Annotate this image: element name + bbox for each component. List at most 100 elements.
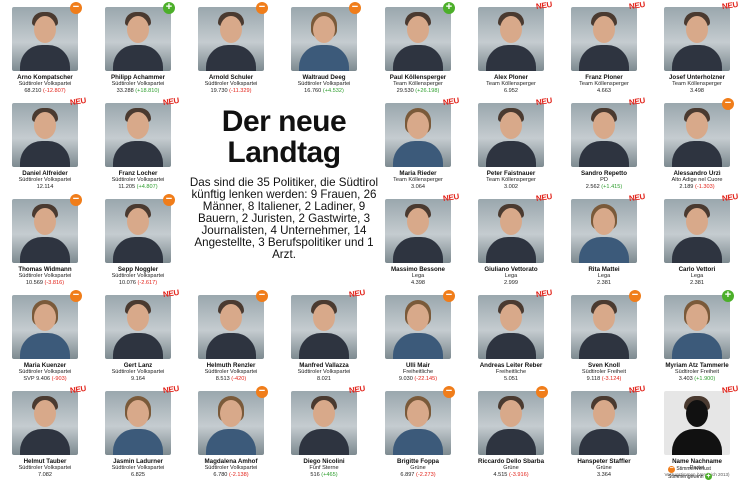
member-photo [664, 103, 730, 167]
member-photo [291, 7, 357, 71]
member-party: Südtiroler Volkspartei [18, 177, 72, 183]
member-party: Südtiroler Volkspartei [204, 369, 258, 375]
member-votes: 3.064 [411, 183, 425, 190]
member-name: Hanspeter Staffler [577, 458, 631, 465]
member-photo [385, 391, 451, 455]
member-photo [198, 7, 264, 71]
new-member-badge: NEU [535, 0, 553, 12]
member-party: Südtiroler Volkspartei [18, 465, 72, 471]
plus-circle-icon: + [443, 2, 455, 14]
member-votes: 68.210 (-12.807) [24, 87, 66, 94]
member-party: Grüne [503, 465, 519, 471]
minus-circle-icon: − [443, 386, 455, 398]
member-photo [12, 7, 78, 71]
member-votes: 7.082 [38, 471, 52, 478]
member-party: Südtiroler Volkspartei [18, 81, 72, 87]
member-party: Südtiroler Volkspartei [111, 177, 165, 183]
new-member-badge: NEU [535, 95, 553, 108]
member-card: NEU Andreas Leiter Reber Freiheitliche 5.05… [468, 288, 554, 382]
vote-change: (+4.807) [135, 183, 158, 190]
member-party: Team Köllensperger [393, 81, 443, 87]
member-photo [12, 391, 78, 455]
member-name: Sandro Repetto [580, 170, 628, 177]
vote-change: (-12.807) [41, 87, 66, 94]
member-card: + Philipp Achammer Südtiroler Volkspartei 3… [95, 2, 181, 94]
member-card: NEU Daniel Alfreider Südtiroler Volksparte… [2, 96, 88, 190]
member-name: Myriam Atz Tammerle [665, 362, 729, 369]
member-photo [478, 199, 544, 263]
member-votes: 19.730 (-11.329) [210, 87, 252, 94]
member-photo [105, 391, 171, 455]
member-photo [478, 7, 544, 71]
member-photo [664, 7, 730, 71]
member-party: Grüne [596, 465, 612, 471]
member-party: Südtiroler Volkspartei [204, 465, 258, 471]
vote-change: (-1.303) [693, 183, 715, 190]
member-name: Name Nachname [672, 458, 722, 465]
member-votes: SVP 9.406 (-903) [23, 375, 67, 382]
minus-circle-icon: − [536, 386, 548, 398]
new-member-badge: NEU [348, 287, 366, 300]
new-member-badge: NEU [162, 95, 180, 108]
member-party: Lega [504, 273, 518, 279]
member-party: Partei [689, 465, 705, 471]
member-card: NEU Hanspeter Staffler Grüne 3.364 [561, 384, 647, 478]
member-name: Paul Köllensperger [389, 74, 447, 81]
member-card: NEU Name Nachname Partei Vorzugstimmen (Ver… [654, 384, 740, 477]
member-votes: 9.118 (-3.124) [586, 375, 622, 382]
vote-change: (+465) [319, 471, 338, 478]
member-name: Magdalena Amhof [204, 458, 258, 465]
member-votes: 12.114 [36, 183, 54, 190]
member-name: Waltraud Deeg [302, 74, 346, 81]
vote-change: (-2.138) [227, 471, 249, 478]
new-member-badge: NEU [535, 287, 553, 300]
member-votes: 4.398 [411, 279, 425, 286]
member-card: − Helmuth Renzler Südtiroler Volkspartei 8.… [188, 290, 274, 382]
member-party: Fünf Sterne [309, 465, 339, 471]
member-votes: 10.569 (-3.816) [25, 279, 65, 286]
member-party: Freiheitliche [402, 369, 434, 375]
member-photo [478, 295, 544, 359]
member-name: Alessandro Urzì [673, 170, 721, 177]
member-votes: 10.076 (-2.617) [118, 279, 158, 286]
new-member-badge: NEU [628, 383, 646, 396]
legend: − Stimmenverlust Stimmengewinn + [668, 465, 712, 480]
member-photo [385, 7, 451, 71]
new-member-badge: NEU [348, 383, 366, 396]
member-votes: 8.021 [317, 375, 331, 382]
member-name: Franz Ploner [585, 74, 623, 81]
member-votes: 6.952 [504, 87, 518, 94]
vote-change: (+1.900) [692, 375, 716, 382]
vote-change: (+1.415) [599, 183, 623, 190]
member-party: Südtiroler Volkspartei [111, 81, 165, 87]
member-card: − Arno Kompatscher Südtiroler Volkspartei 6… [2, 2, 88, 94]
member-card: − Thomas Widmann Südtiroler Volkspartei 10.… [2, 194, 88, 286]
member-name: Sepp Noggler [117, 266, 159, 273]
member-card: NEU Franz Locher Südtiroler Volkspartei 11.… [95, 96, 181, 190]
member-votes: 6.825 [131, 471, 145, 478]
vote-change: (+18.810) [133, 87, 160, 94]
new-member-badge: NEU [721, 191, 739, 204]
member-party: Südtiroler Volkspartei [297, 81, 351, 87]
member-votes: 11.205 (+4.807) [118, 183, 158, 190]
member-name: Ulli Mair [405, 362, 431, 369]
member-photo [12, 103, 78, 167]
member-votes: 6.780 (-2.138) [213, 471, 249, 478]
member-party: Südtiroler Volkspartei [204, 81, 258, 87]
member-card: NEU Rita Mattei Lega 2.381 [561, 192, 647, 286]
member-party: Grüne [410, 465, 426, 471]
new-member-badge: NEU [535, 191, 553, 204]
new-member-badge: NEU [162, 287, 180, 300]
vote-change: (-2.273) [414, 471, 436, 478]
member-name: Arno Kompatscher [17, 74, 73, 81]
member-votes: 6.897 (-2.273) [400, 471, 436, 478]
member-card: − Riccardo Dello Sbarba Grüne 4.515 (-3.916… [468, 386, 554, 478]
member-card: NEU Manfred Vallazza Südtiroler Volksparte… [281, 288, 367, 382]
member-votes: 29.530 (+26.198) [396, 87, 440, 94]
member-card: − Waltraud Deeg Südtiroler Volkspartei 16.7… [281, 2, 367, 94]
member-votes: 8.513 (-420) [215, 375, 247, 382]
minus-circle-icon: − [163, 194, 175, 206]
member-votes: 9.030 (-22.145) [398, 375, 438, 382]
minus-circle-icon: − [349, 2, 361, 14]
member-photo [385, 103, 451, 167]
